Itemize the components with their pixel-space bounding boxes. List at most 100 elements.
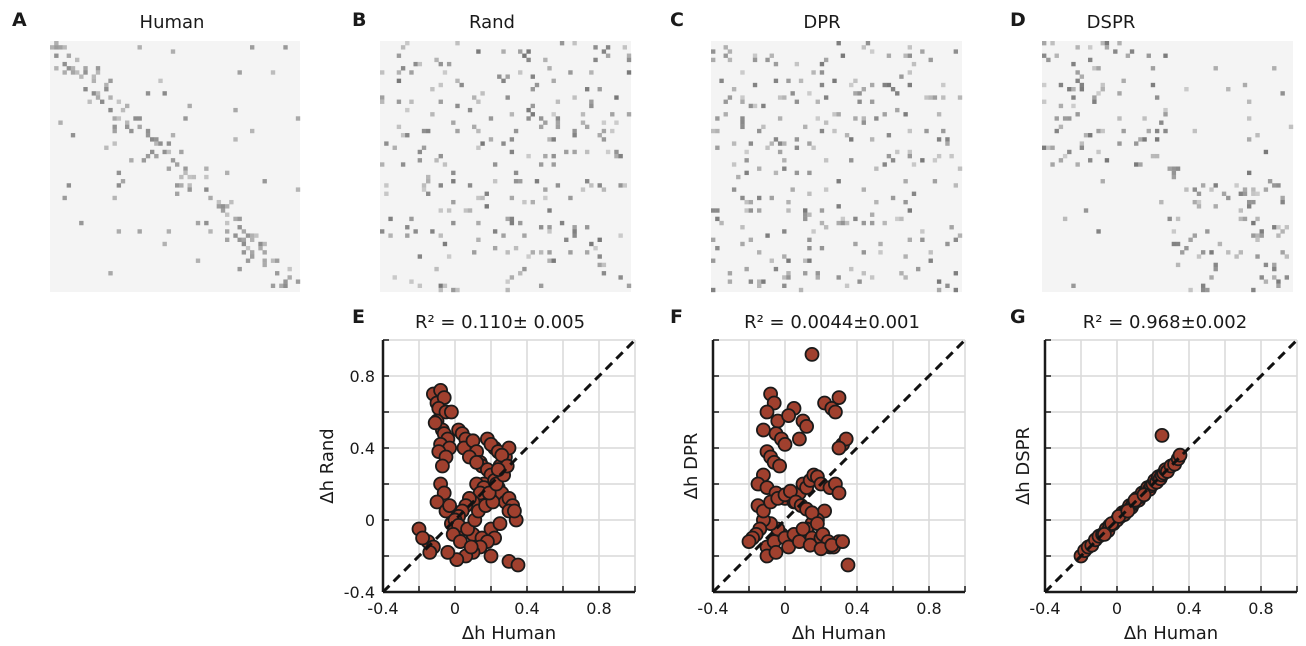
heatmap-cell — [1154, 128, 1160, 134]
heatmap-cell — [158, 141, 163, 146]
heatmap-cell — [501, 141, 506, 146]
heatmap-cell — [1276, 183, 1281, 188]
heatmap-cell — [492, 245, 498, 251]
heatmap-cell — [505, 279, 510, 284]
heatmap-cell — [815, 271, 820, 276]
heatmap-cell — [844, 220, 850, 226]
heatmap-cell — [757, 166, 762, 171]
heatmap-cell — [58, 120, 63, 125]
heatmap-cell — [936, 287, 942, 293]
heatmap-cell — [601, 187, 607, 192]
heatmap-cell — [1117, 116, 1122, 121]
heatmap-cell — [936, 153, 942, 159]
heatmap-cell — [125, 124, 130, 130]
heatmap-cell — [878, 250, 883, 255]
x-tick-label: 0 — [1112, 599, 1122, 618]
heatmap-cell — [815, 99, 820, 104]
heatmap-cell — [849, 158, 854, 163]
heatmap-cell — [87, 99, 92, 104]
heatmap-cell — [773, 61, 779, 67]
heatmap-cell — [426, 191, 431, 196]
heatmap-rand — [380, 41, 632, 293]
heatmap-cell — [1196, 204, 1202, 209]
heatmap-cell — [262, 262, 267, 268]
heatmap-cell — [547, 66, 552, 71]
heatmap-cell — [204, 166, 209, 171]
heatmap-cell — [782, 158, 787, 163]
heatmap-cell — [262, 241, 267, 247]
heatmap-cell — [752, 82, 758, 88]
heatmap-cell — [108, 95, 113, 100]
heatmap-cell — [1092, 95, 1097, 100]
heatmap-cell — [957, 166, 963, 171]
heatmap-cell — [1054, 128, 1059, 134]
heatmap-cell — [1284, 275, 1290, 280]
heatmap-cell — [421, 128, 427, 134]
heatmap-cell — [455, 78, 460, 84]
heatmap-cell — [798, 287, 804, 293]
heatmap-cell — [233, 216, 238, 222]
heatmap-cell — [417, 254, 423, 259]
heatmap-cell — [593, 57, 598, 63]
x-axis-label: Δh Human — [792, 623, 886, 644]
heatmap-cell — [727, 57, 733, 63]
heatmap-cell — [476, 220, 481, 226]
heatmap-cell — [175, 191, 180, 196]
heatmap-cell — [162, 149, 167, 155]
heatmap-cell — [748, 103, 754, 109]
heatmap-cell — [1276, 279, 1281, 284]
heatmap-cell — [920, 158, 925, 163]
heatmap-cell — [932, 179, 938, 184]
heatmap-cell — [283, 283, 288, 289]
heatmap-cell — [790, 187, 795, 192]
heatmap-cell — [50, 45, 55, 50]
heatmap-cell — [773, 137, 779, 142]
heatmap-cell — [1263, 149, 1269, 155]
heatmap-cell — [1209, 250, 1214, 255]
heatmap-cell — [438, 283, 443, 289]
heatmap-cell — [509, 112, 515, 117]
heatmap-cell — [1171, 241, 1177, 247]
heatmap-cell — [1263, 262, 1269, 268]
heatmap-cell — [711, 287, 716, 293]
heatmap-cell — [853, 216, 858, 222]
heatmap-cell — [711, 57, 716, 63]
heatmap-cell — [761, 279, 766, 284]
heatmap-cell — [953, 271, 959, 276]
heatmap-cell — [225, 212, 230, 217]
heatmap-cell — [518, 220, 523, 226]
heatmap-cell — [1255, 233, 1260, 238]
heatmap-cell — [384, 191, 389, 196]
heatmap-cell — [150, 137, 155, 142]
heatmap-cell — [108, 271, 113, 276]
heatmap-cell — [752, 103, 758, 109]
heatmap-cell — [476, 237, 481, 242]
data-point — [442, 498, 458, 514]
heatmap-cell — [262, 179, 267, 184]
heatmap-cell — [773, 266, 779, 272]
heatmap-cell — [250, 45, 255, 50]
heatmap-cell — [484, 204, 489, 209]
heatmap-cell — [559, 220, 565, 226]
heatmap-cell — [761, 124, 766, 130]
heatmap-cell — [62, 61, 67, 67]
heatmap-cell — [250, 237, 255, 242]
heatmap-cell — [446, 61, 452, 67]
heatmap-cell — [1184, 245, 1189, 251]
heatmap-cell — [874, 199, 879, 205]
heatmap-human — [50, 41, 301, 292]
x-axis-label: Δh Human — [1124, 623, 1218, 644]
heatmap-cell — [145, 133, 151, 138]
heatmap-cell — [1092, 66, 1097, 71]
heatmap-cell — [380, 99, 385, 104]
heatmap-cell — [907, 237, 912, 242]
heatmap-cell — [1213, 183, 1218, 188]
heatmap-cell — [803, 271, 808, 276]
heatmap-cell — [748, 237, 754, 242]
heatmap-cell — [601, 120, 607, 125]
heatmap-cell — [744, 199, 749, 205]
heatmap-cell — [564, 149, 569, 155]
heatmap-cell — [924, 128, 929, 134]
heatmap-cell — [1251, 287, 1256, 293]
heatmap-cell — [757, 195, 762, 201]
